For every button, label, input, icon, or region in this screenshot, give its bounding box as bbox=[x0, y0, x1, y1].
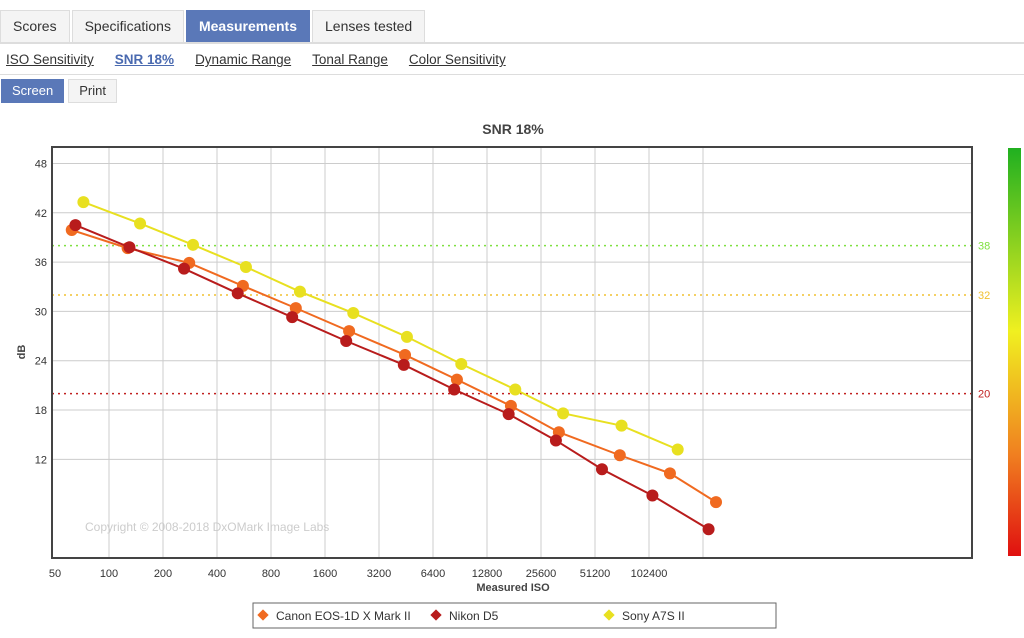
legend-marker bbox=[603, 609, 615, 621]
x-tick-label: 400 bbox=[208, 568, 226, 580]
data-point bbox=[455, 358, 468, 371]
data-point bbox=[399, 348, 412, 361]
data-point bbox=[557, 407, 570, 420]
legend-marker bbox=[257, 609, 269, 621]
y-tick-label: 48 bbox=[35, 158, 47, 170]
data-point bbox=[123, 241, 136, 254]
data-point bbox=[134, 217, 147, 230]
data-point bbox=[178, 262, 191, 275]
main-tabs: Scores Specifications Measurements Lense… bbox=[0, 10, 1024, 44]
x-tick-label: 102400 bbox=[631, 568, 668, 580]
x-tick-label: 800 bbox=[262, 568, 280, 580]
data-point bbox=[289, 302, 302, 315]
data-point bbox=[397, 358, 410, 371]
divider bbox=[0, 74, 1024, 75]
data-point bbox=[293, 285, 306, 298]
y-tick-label: 30 bbox=[35, 306, 47, 318]
y-tick-label: 24 bbox=[35, 356, 47, 368]
x-tick-label: 50 bbox=[49, 568, 61, 580]
legend-label: Nikon D5 bbox=[449, 609, 499, 623]
data-point bbox=[340, 334, 353, 347]
series-line bbox=[75, 224, 710, 531]
y-tick-label: 36 bbox=[35, 257, 47, 269]
data-point bbox=[615, 419, 628, 432]
x-tick-label: 200 bbox=[154, 568, 172, 580]
measurement-subtabs: ISO Sensitivity SNR 18% Dynamic Range To… bbox=[6, 52, 506, 67]
data-point bbox=[549, 434, 562, 447]
x-tick-label: 51200 bbox=[580, 568, 611, 580]
data-point bbox=[231, 287, 244, 300]
print-button[interactable]: Print bbox=[68, 79, 117, 103]
view-modes: Screen Print bbox=[1, 79, 117, 103]
data-point bbox=[77, 196, 90, 209]
subtab-tonal-range[interactable]: Tonal Range bbox=[312, 52, 388, 67]
subtab-color-sensitivity[interactable]: Color Sensitivity bbox=[408, 52, 506, 67]
data-point bbox=[702, 523, 715, 536]
reference-line-label: 38 bbox=[978, 241, 990, 253]
copyright-watermark: Copyright © 2008-2018 DxOMark Image Labs bbox=[85, 520, 329, 534]
subtab-iso-sensitivity[interactable]: ISO Sensitivity bbox=[6, 52, 94, 67]
data-point bbox=[239, 261, 252, 274]
color-scale-bar bbox=[1008, 148, 1021, 556]
x-tick-label: 25600 bbox=[526, 568, 557, 580]
x-tick-label: 12800 bbox=[472, 568, 503, 580]
tab-measurements[interactable]: Measurements bbox=[185, 10, 311, 42]
tab-lenses-tested[interactable]: Lenses tested bbox=[312, 10, 426, 42]
data-point bbox=[69, 219, 82, 232]
x-tick-label: 3200 bbox=[367, 568, 391, 580]
y-tick-label: 18 bbox=[35, 405, 47, 417]
data-point bbox=[671, 443, 684, 456]
x-axis-label: Measured ISO bbox=[476, 582, 550, 594]
data-point bbox=[710, 496, 723, 509]
x-tick-label: 6400 bbox=[421, 568, 445, 580]
y-axis-label: dB bbox=[16, 345, 28, 360]
legend-label: Sony A7S II bbox=[622, 609, 685, 623]
data-point bbox=[509, 383, 522, 396]
chart-title: SNR 18% bbox=[482, 121, 544, 137]
legend bbox=[252, 602, 777, 629]
tab-scores[interactable]: Scores bbox=[0, 10, 70, 42]
series-line bbox=[71, 229, 717, 503]
data-point bbox=[448, 383, 461, 396]
data-point bbox=[286, 311, 299, 324]
tab-specifications[interactable]: Specifications bbox=[71, 10, 184, 42]
legend-label: Canon EOS-1D X Mark II bbox=[276, 609, 411, 623]
legend-marker bbox=[430, 609, 442, 621]
data-point bbox=[450, 373, 463, 386]
data-point bbox=[187, 238, 200, 251]
data-point bbox=[663, 467, 676, 480]
data-point bbox=[595, 463, 608, 476]
data-point bbox=[347, 307, 360, 320]
subtab-dynamic-range[interactable]: Dynamic Range bbox=[195, 52, 292, 67]
data-point bbox=[613, 449, 626, 462]
x-tick-label: 100 bbox=[100, 568, 118, 580]
reference-line-label: 20 bbox=[978, 389, 990, 401]
y-tick-label: 12 bbox=[35, 454, 47, 466]
data-point bbox=[646, 489, 659, 502]
plot-frame bbox=[51, 146, 973, 559]
subtab-snr-18[interactable]: SNR 18% bbox=[114, 52, 175, 67]
reference-line-label: 32 bbox=[978, 290, 990, 302]
data-point bbox=[343, 325, 356, 338]
y-tick-label: 42 bbox=[35, 208, 47, 220]
series-line bbox=[83, 201, 679, 451]
x-tick-label: 1600 bbox=[313, 568, 337, 580]
data-point bbox=[400, 330, 413, 343]
screen-button[interactable]: Screen bbox=[1, 79, 65, 103]
data-point bbox=[502, 408, 515, 421]
